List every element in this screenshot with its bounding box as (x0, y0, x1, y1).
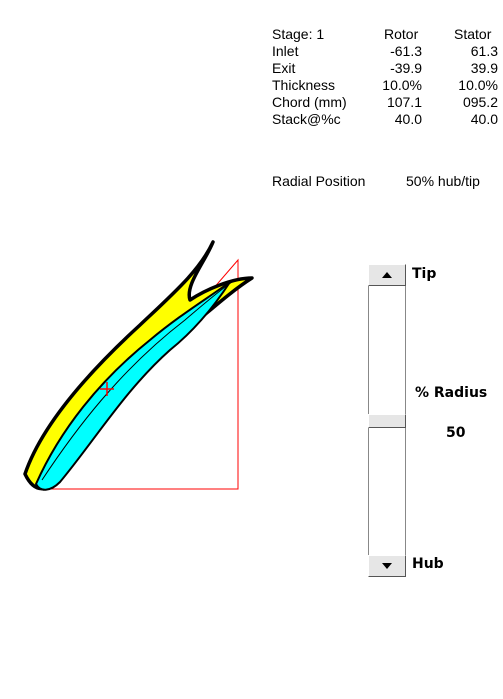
scroll-up-button[interactable] (368, 264, 406, 286)
stator-value: 61.3 (470, 43, 498, 59)
radius-value: 50 (446, 425, 466, 441)
row-label: Inlet (272, 43, 299, 59)
row-label: Thickness (272, 77, 336, 93)
blade-profile-view (23, 240, 254, 491)
stator-value: 40.0 (470, 111, 498, 127)
stator-column-header: Stator (454, 26, 492, 42)
row-label: Exit (272, 60, 296, 76)
scroll-down-button[interactable] (368, 555, 406, 577)
rotor-value: 40.0 (394, 111, 422, 127)
hub-label: Hub (412, 556, 444, 572)
rotor-column-header: Rotor (384, 26, 419, 42)
radius-scrollbar-thumb[interactable] (368, 413, 406, 428)
radial-position-label: Radial Position (272, 173, 366, 189)
rotor-value: -39.9 (390, 60, 422, 76)
rotor-value: 10.0% (382, 77, 422, 93)
stage-label: Stage: 1 (272, 26, 325, 42)
arrow-down-icon (382, 563, 392, 569)
stator-value: 39.9 (470, 60, 498, 76)
arrow-up-icon (382, 272, 392, 278)
rotor-value: -61.3 (390, 43, 422, 59)
stator-value: 10.0% (458, 77, 498, 93)
radius-title: % Radius (415, 385, 488, 401)
radial-position: Radial Position 50% hub/tip (272, 173, 480, 189)
stack-point-marker (100, 382, 114, 396)
row-label: Chord (mm) (272, 94, 347, 110)
tip-label: Tip (412, 266, 437, 282)
radial-position-value: 50% hub/tip (406, 173, 480, 189)
rotor-blade (35, 281, 231, 491)
blade-camber-line (41, 281, 233, 481)
rotor-value: 107.1 (386, 94, 422, 110)
stator-value: 095.2 (462, 94, 498, 110)
row-label: Stack@%c (272, 111, 341, 127)
